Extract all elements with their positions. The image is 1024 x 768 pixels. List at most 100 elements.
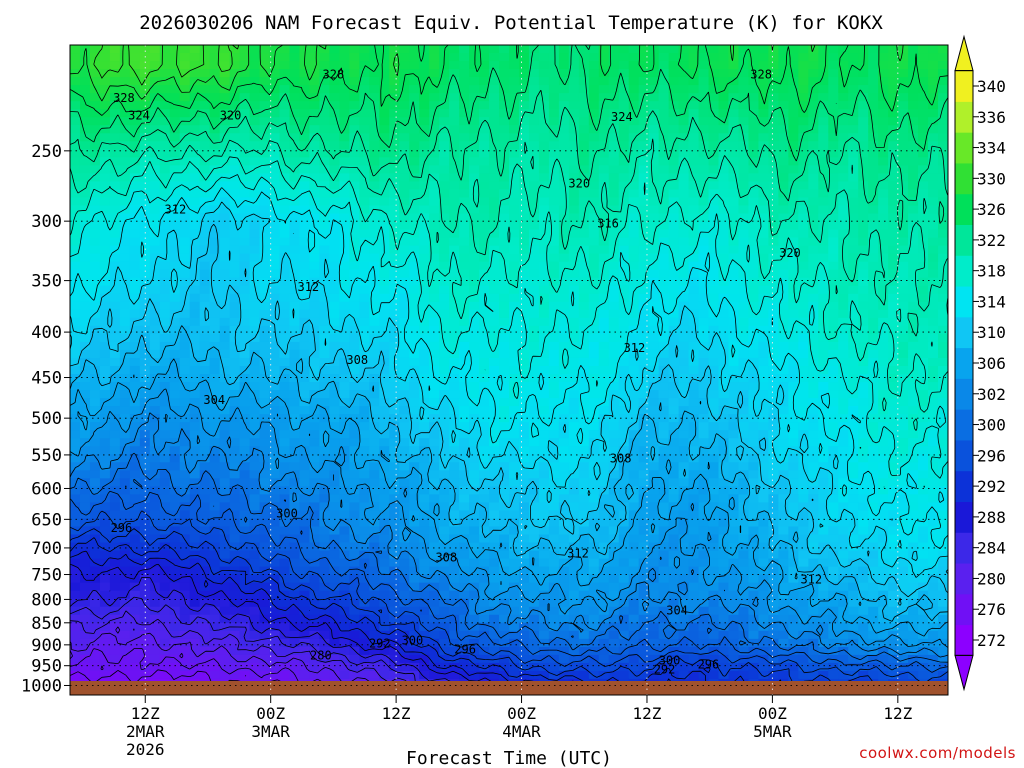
field-cell <box>359 245 370 255</box>
field-cell <box>788 374 799 383</box>
field-cell <box>189 157 201 166</box>
field-cell <box>489 454 500 463</box>
field-cell <box>618 253 630 263</box>
field-cell <box>89 454 101 463</box>
field-cell <box>888 125 899 134</box>
field-cell <box>219 293 231 303</box>
field-cell <box>588 414 600 423</box>
field-cell <box>239 309 251 319</box>
field-cell <box>159 422 171 431</box>
field-cell <box>578 181 590 191</box>
field-cell <box>518 349 530 359</box>
field-cell <box>119 261 131 271</box>
field-cell <box>648 470 660 479</box>
field-cell <box>918 269 929 279</box>
field-cell <box>239 349 251 359</box>
field-cell <box>209 454 221 463</box>
field-cell <box>918 101 929 110</box>
field-cell <box>169 165 181 174</box>
field-cell <box>239 253 251 263</box>
field-cell <box>289 109 301 118</box>
field-cell <box>219 197 231 207</box>
field-cell <box>199 85 211 94</box>
field-cell <box>678 414 690 423</box>
field-cell <box>459 93 470 102</box>
field-cell <box>249 205 261 215</box>
field-cell <box>538 173 550 183</box>
field-cell <box>548 189 560 199</box>
field-cell <box>189 374 201 383</box>
field-cell <box>548 61 560 70</box>
field-cell <box>209 53 221 62</box>
field-cell <box>459 478 470 487</box>
field-cell <box>898 229 909 239</box>
field-cell <box>109 61 121 70</box>
field-cell <box>558 141 570 150</box>
field-cell <box>169 349 181 359</box>
field-cell <box>79 149 91 158</box>
field-cell <box>588 125 600 134</box>
field-cell <box>499 430 510 439</box>
field-cell <box>898 245 909 255</box>
field-cell <box>678 454 690 463</box>
field-cell <box>608 109 620 118</box>
field-cell <box>688 85 700 94</box>
field-cell <box>808 422 819 431</box>
field-cell <box>339 101 350 110</box>
field-cell <box>878 61 889 70</box>
field-cell <box>728 93 740 102</box>
field-cell <box>718 109 730 118</box>
field-cell <box>938 317 948 327</box>
field-cell <box>449 414 460 423</box>
field-cell <box>528 357 540 367</box>
field-cell <box>379 398 390 407</box>
field-cell <box>658 309 670 319</box>
field-cell <box>339 189 350 199</box>
field-cell <box>419 245 430 255</box>
field-cell <box>888 374 899 383</box>
field-cell <box>409 141 420 150</box>
field-cell <box>568 229 580 239</box>
field-cell <box>419 390 430 399</box>
field-cell <box>748 301 760 311</box>
field-cell <box>578 293 590 303</box>
field-cell <box>848 333 859 343</box>
field-cell <box>698 213 710 223</box>
field-cell <box>169 317 181 327</box>
field-cell <box>778 478 789 487</box>
field-cell <box>618 390 630 399</box>
field-cell <box>70 53 81 62</box>
field-cell <box>339 446 350 455</box>
field-cell <box>938 430 948 439</box>
field-cell <box>419 77 430 86</box>
field-cell <box>888 197 899 207</box>
field-cell <box>399 253 410 263</box>
field-cell <box>489 245 500 255</box>
field-cell <box>289 205 301 215</box>
field-cell <box>449 53 460 62</box>
field-cell <box>79 341 91 351</box>
field-cell <box>309 269 321 279</box>
field-cell <box>938 462 948 471</box>
field-cell <box>818 189 829 199</box>
field-cell <box>918 349 929 359</box>
field-cell <box>878 189 889 199</box>
field-cell <box>548 109 560 118</box>
field-cell <box>249 390 261 399</box>
field-cell <box>169 430 181 439</box>
field-cell <box>888 382 899 391</box>
field-cell <box>369 165 380 174</box>
field-cell <box>738 229 750 239</box>
field-cell <box>678 349 690 359</box>
field-cell <box>479 69 490 78</box>
field-cell <box>189 77 201 86</box>
field-cell <box>578 422 590 431</box>
field-cell <box>359 438 370 447</box>
field-cell <box>409 197 420 207</box>
field-cell <box>179 245 191 255</box>
field-cell <box>688 117 700 126</box>
field-cell <box>918 462 929 471</box>
field-cell <box>708 53 720 62</box>
field-cell <box>509 341 520 351</box>
field-cell <box>489 333 500 343</box>
